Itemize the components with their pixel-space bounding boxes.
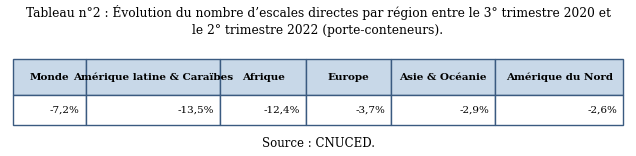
Bar bbox=[220, 59, 306, 95]
Bar bbox=[13, 59, 86, 95]
Text: -2,9%: -2,9% bbox=[459, 106, 489, 115]
Bar bbox=[86, 59, 220, 95]
Text: -3,7%: -3,7% bbox=[356, 106, 385, 115]
Text: -13,5%: -13,5% bbox=[177, 106, 214, 115]
Text: Europe: Europe bbox=[328, 73, 370, 82]
Text: -12,4%: -12,4% bbox=[263, 106, 300, 115]
Text: Source : CNUCED.: Source : CNUCED. bbox=[261, 137, 375, 150]
Text: -2,6%: -2,6% bbox=[587, 106, 617, 115]
Text: Asie & Océanie: Asie & Océanie bbox=[399, 73, 487, 82]
Text: Tableau n°2 : Évolution du nombre d’escales directes par région entre le 3° trim: Tableau n°2 : Évolution du nombre d’esca… bbox=[25, 5, 611, 37]
Text: -7,2%: -7,2% bbox=[50, 106, 80, 115]
Text: Amérique du Nord: Amérique du Nord bbox=[506, 73, 612, 82]
Bar bbox=[306, 95, 391, 125]
Bar bbox=[86, 95, 220, 125]
Bar bbox=[306, 59, 391, 95]
Bar bbox=[495, 95, 623, 125]
Bar bbox=[220, 95, 306, 125]
Text: Monde: Monde bbox=[29, 73, 69, 82]
Bar bbox=[13, 95, 86, 125]
Text: Afrique: Afrique bbox=[242, 73, 284, 82]
Bar bbox=[391, 95, 495, 125]
Text: Amérique latine & Caraïbes: Amérique latine & Caraïbes bbox=[73, 73, 233, 82]
Bar bbox=[391, 59, 495, 95]
Bar bbox=[495, 59, 623, 95]
